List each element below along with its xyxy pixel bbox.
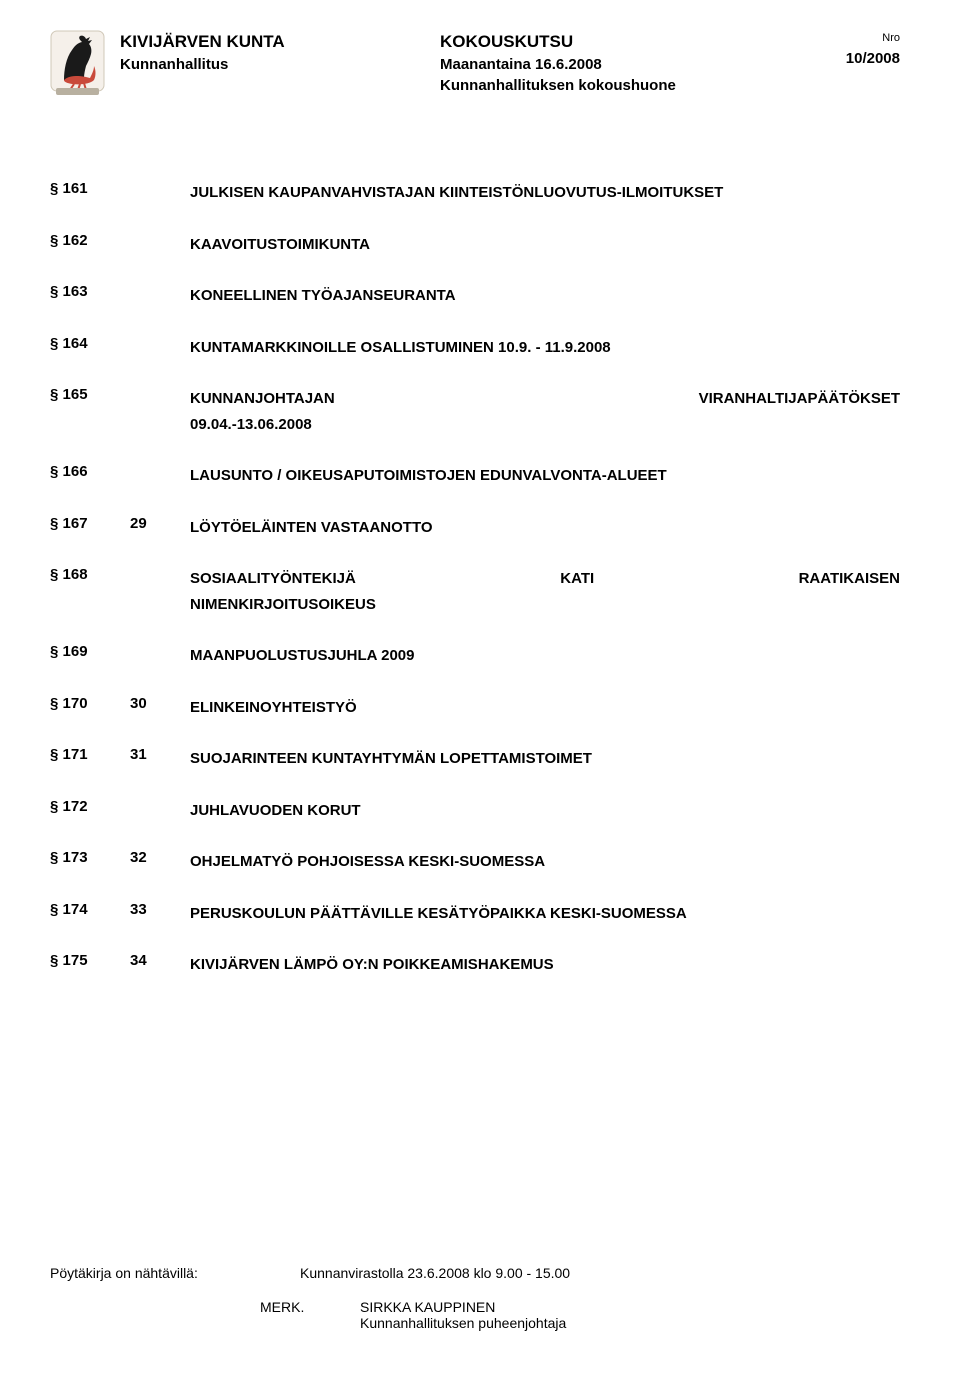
agenda-description: PERUSKOULUN PÄÄTTÄVILLE KESÄTYÖPAIKKA KE…	[190, 901, 900, 927]
section-number: § 167	[50, 515, 130, 532]
number-label: Nro	[800, 32, 900, 44]
agenda-row: § 166 LAUSUNTO / OIKEUSAPUTOIMISTOJEN EDU…	[50, 463, 900, 489]
section-number: § 175	[50, 952, 130, 969]
agenda-description: ELINKEINOYHTEISTYÖ	[190, 695, 900, 721]
agenda-description: SUOJARINTEEN KUNTAYHTYMÄN LOPETTAMISTOIM…	[190, 746, 900, 772]
display-label: Pöytäkirja on nähtävillä:	[50, 1265, 260, 1281]
attachment-number: 31	[130, 746, 190, 763]
agenda-row: § 17534KIVIJÄRVEN LÄMPÖ OY:N POIKKEAMISH…	[50, 952, 900, 978]
agenda-row: § 169 MAANPUOLUSTUSJUHLA 2009	[50, 643, 900, 669]
section-number: § 172	[50, 798, 130, 815]
display-value: Kunnanvirastolla 23.6.2008 klo 9.00 - 15…	[300, 1265, 570, 1281]
agenda-description: KUNTAMARKKINOILLE OSALLISTUMINEN 10.9. -…	[190, 335, 900, 361]
agenda-row: § 168 SOSIAALITYÖNTEKIJÄKATIRAATIKAISENNI…	[50, 566, 900, 617]
section-number: § 164	[50, 335, 130, 352]
attachment-number: 30	[130, 695, 190, 712]
agenda-row: § 162 KAAVOITUSTOIMIKUNTA	[50, 232, 900, 258]
organization-subunit: Kunnanhallitus	[120, 56, 360, 73]
agenda-row: § 16729LÖYTÖELÄINTEN VASTAANOTTO	[50, 515, 900, 541]
section-number: § 171	[50, 746, 130, 763]
agenda-row: § 17030ELINKEINOYHTEISTYÖ	[50, 695, 900, 721]
agenda-description: KIVIJÄRVEN LÄMPÖ OY:N POIKKEAMISHAKEMUS	[190, 952, 900, 978]
municipality-crest-icon	[50, 30, 105, 100]
agenda-description: KUNNANJOHTAJANVIRANHALTIJAPÄÄTÖKSET09.04…	[190, 386, 900, 437]
section-number: § 161	[50, 180, 130, 197]
meeting-date: Maanantaina 16.6.2008	[440, 56, 720, 73]
agenda-row: § 164 KUNTAMARKKINOILLE OSALLISTUMINEN 10…	[50, 335, 900, 361]
agenda-description: KONEELLINEN TYÖAJANSEURANTA	[190, 283, 900, 309]
agenda-description: OHJELMATYÖ POHJOISESSA KESKI-SUOMESSA	[190, 849, 900, 875]
document-header: KIVIJÄRVEN KUNTA Kunnanhallitus KOKOUSKU…	[50, 30, 900, 100]
document-footer: Pöytäkirja on nähtävillä: Kunnanvirastol…	[50, 1265, 900, 1331]
agenda-description: LÖYTÖELÄINTEN VASTAANOTTO	[190, 515, 900, 541]
section-number: § 162	[50, 232, 130, 249]
agenda-description: SOSIAALITYÖNTEKIJÄKATIRAATIKAISENNIMENKI…	[190, 566, 900, 617]
header-text-block: KIVIJÄRVEN KUNTA Kunnanhallitus KOKOUSKU…	[120, 30, 900, 94]
agenda-description: JULKISEN KAUPANVAHVISTAJAN KIINTEISTÖNLU…	[190, 180, 900, 206]
agenda-row: § 163 KONEELLINEN TYÖAJANSEURANTA	[50, 283, 900, 309]
document-type: KOKOUSKUTSU	[440, 32, 720, 52]
signatory-title: Kunnanhallituksen puheenjohtaja	[360, 1315, 566, 1331]
agenda-list: § 161 JULKISEN KAUPANVAHVISTAJAN KIINTEIS…	[50, 180, 900, 978]
section-number: § 165	[50, 386, 130, 403]
section-number: § 166	[50, 463, 130, 480]
agenda-description: MAANPUOLUSTUSJUHLA 2009	[190, 643, 900, 669]
agenda-description: JUHLAVUODEN KORUT	[190, 798, 900, 824]
agenda-row: § 17332OHJELMATYÖ POHJOISESSA KESKI-SUOM…	[50, 849, 900, 875]
issue-number: 10/2008	[800, 50, 900, 67]
organization-name: KIVIJÄRVEN KUNTA	[120, 32, 360, 52]
merk-label: MERK.	[260, 1299, 320, 1331]
section-number: § 174	[50, 901, 130, 918]
attachment-number: 32	[130, 849, 190, 866]
agenda-row: § 161 JULKISEN KAUPANVAHVISTAJAN KIINTEIS…	[50, 180, 900, 206]
meeting-room: Kunnanhallituksen kokoushuone	[440, 77, 720, 94]
attachment-number: 29	[130, 515, 190, 532]
section-number: § 168	[50, 566, 130, 583]
section-number: § 170	[50, 695, 130, 712]
signatory-name: SIRKKA KAUPPINEN	[360, 1299, 566, 1315]
section-number: § 169	[50, 643, 130, 660]
attachment-number: 34	[130, 952, 190, 969]
section-number: § 173	[50, 849, 130, 866]
agenda-row: § 172 JUHLAVUODEN KORUT	[50, 798, 900, 824]
agenda-row: § 165 KUNNANJOHTAJANVIRANHALTIJAPÄÄTÖKSET…	[50, 386, 900, 437]
agenda-row: § 17131SUOJARINTEEN KUNTAYHTYMÄN LOPETTA…	[50, 746, 900, 772]
agenda-description: LAUSUNTO / OIKEUSAPUTOIMISTOJEN EDUNVALV…	[190, 463, 900, 489]
agenda-row: § 17433PERUSKOULUN PÄÄTTÄVILLE KESÄTYÖPA…	[50, 901, 900, 927]
attachment-number: 33	[130, 901, 190, 918]
agenda-description: KAAVOITUSTOIMIKUNTA	[190, 232, 900, 258]
section-number: § 163	[50, 283, 130, 300]
